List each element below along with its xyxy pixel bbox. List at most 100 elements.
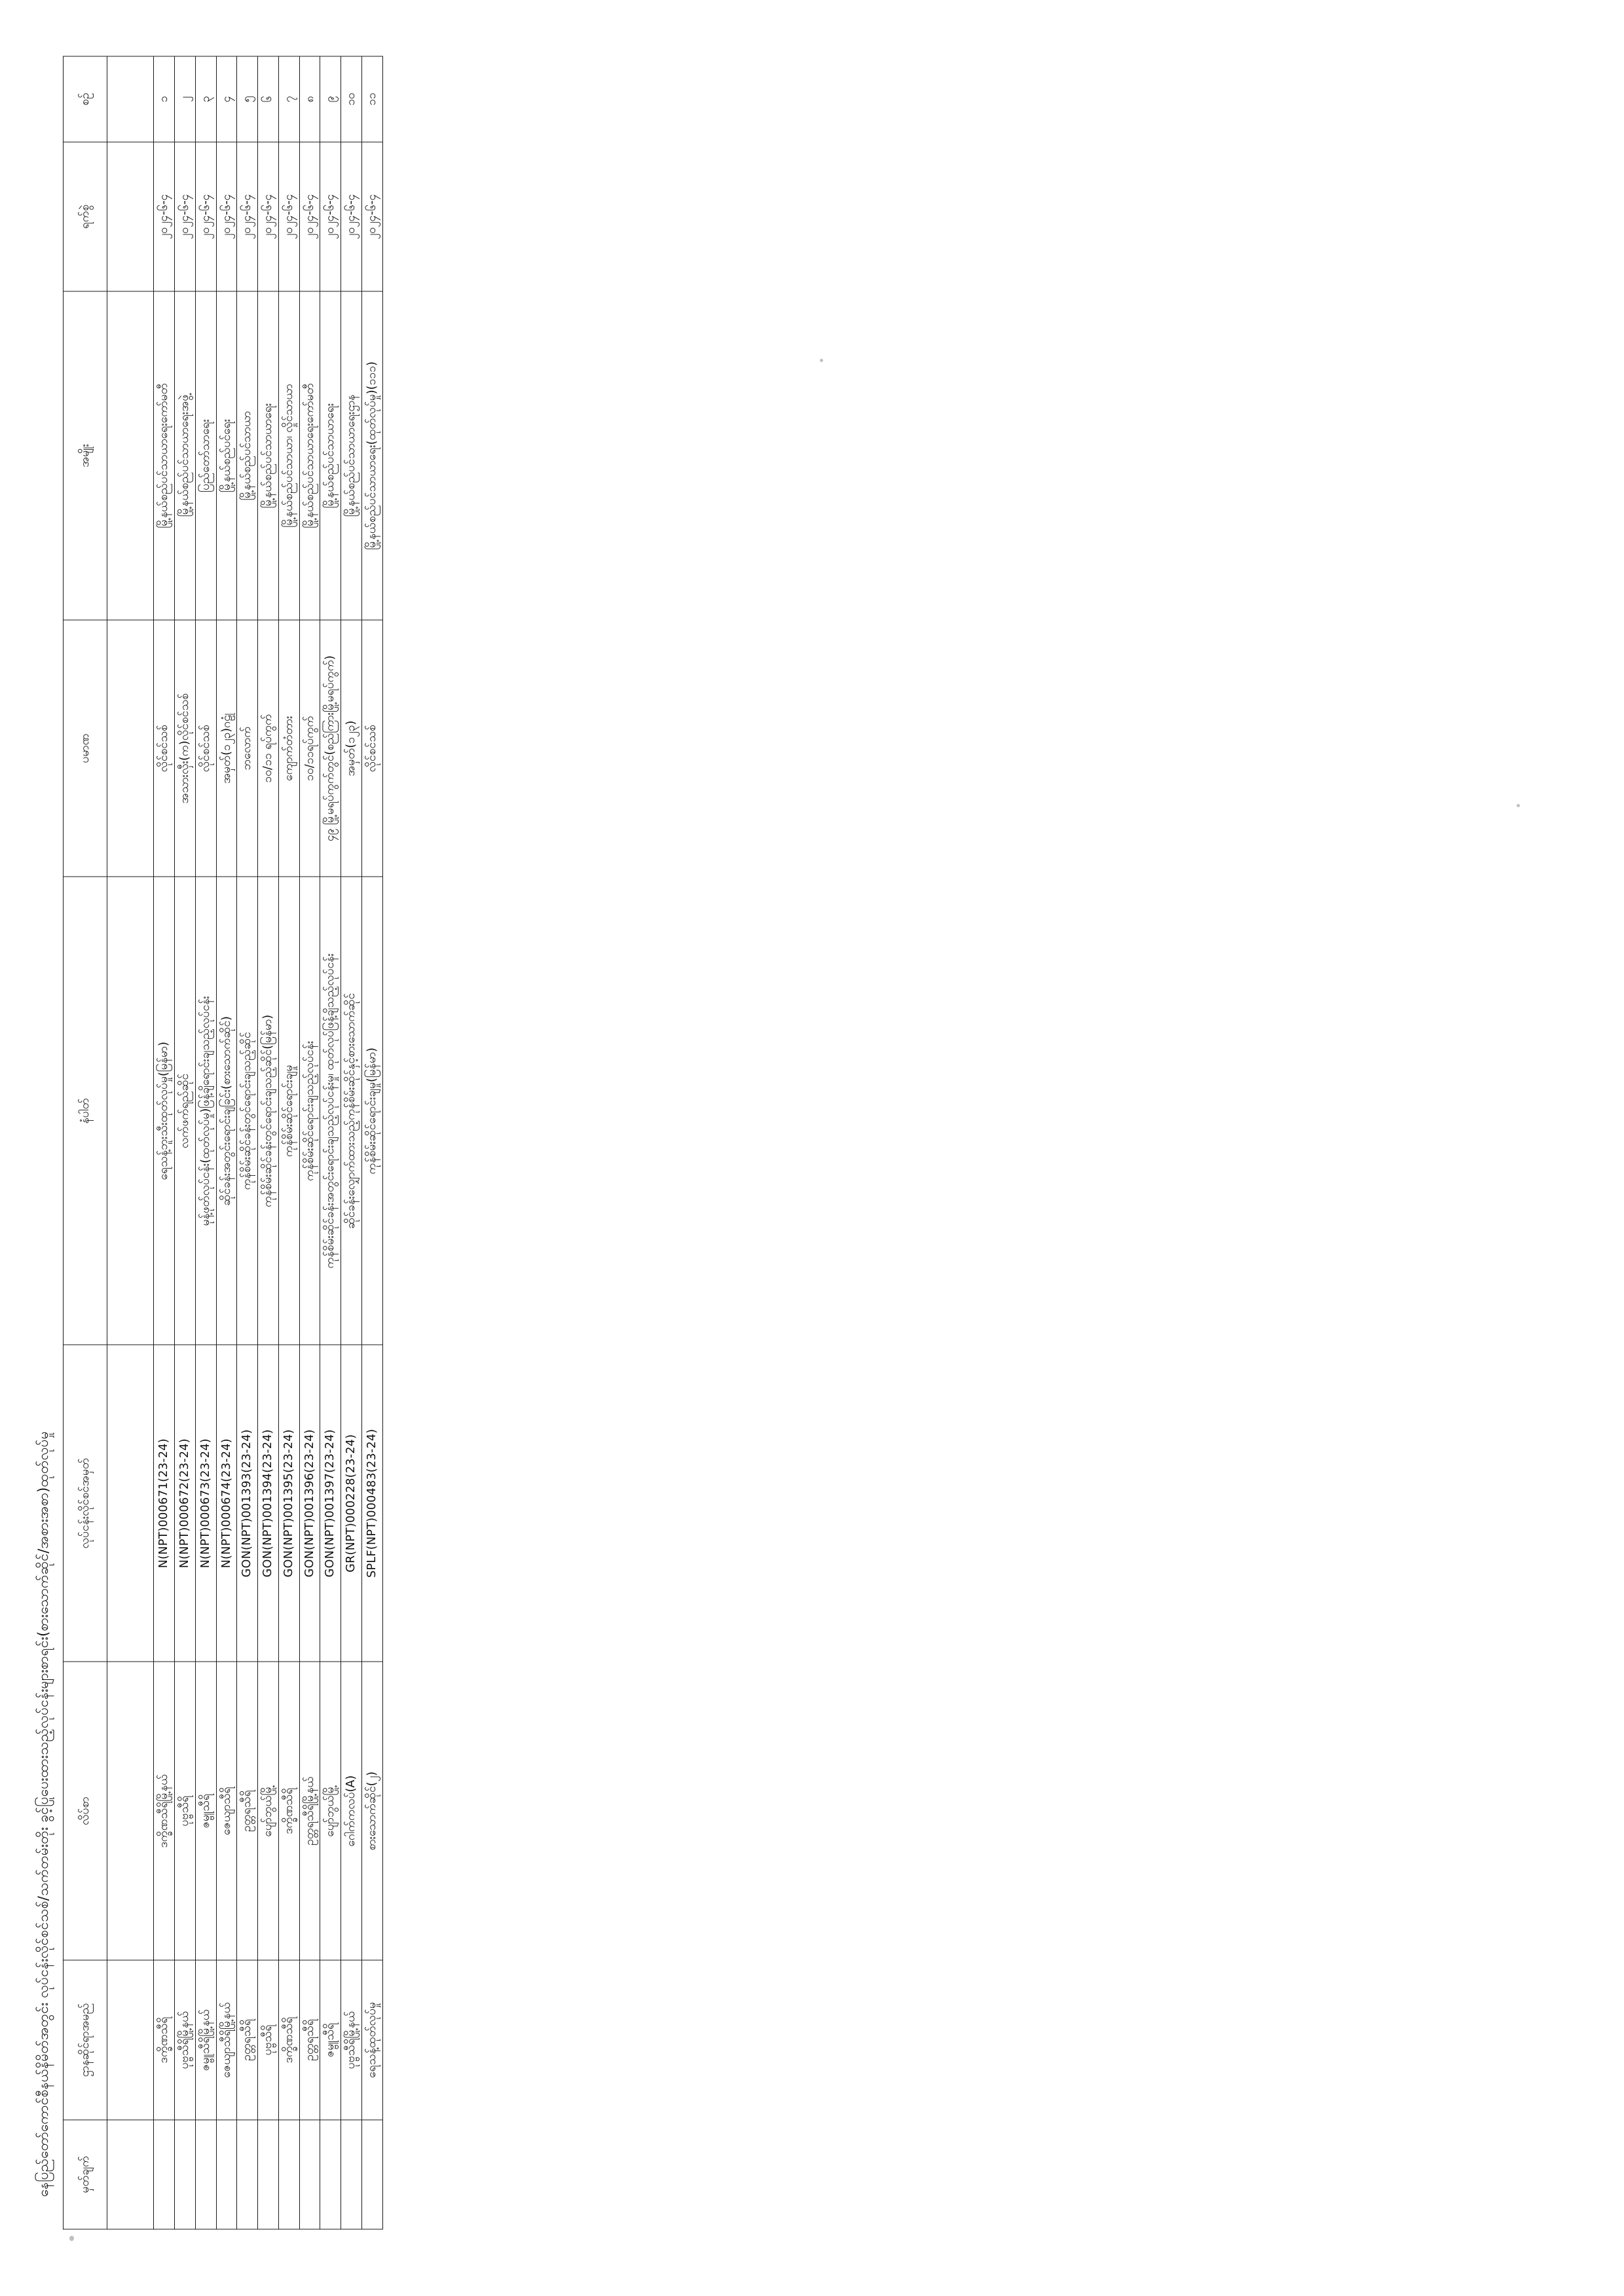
cell-license: N(NPT)000672(23-24) — [174, 1344, 196, 1662]
cell-name: ဆိုင်ခန်းလျှောက်ထားသည့်ကုန်စိမ်းဆိုင်နှင… — [341, 876, 362, 1345]
cell-type: မြို့နယ်စည်ပင်သာယာရေးကော်မတီ — [299, 291, 320, 620]
cell-license: SPLF(NPT)000483(23-24) — [361, 1344, 383, 1662]
cell-serial: ၃ — [195, 56, 217, 142]
cell-date: ၂၀၂၄-၆-၄ — [153, 141, 175, 291]
table-blank-row — [107, 56, 154, 2229]
cell-date: ၂၀၂၄-၆-၄ — [299, 141, 320, 291]
cell-remark — [361, 2119, 383, 2229]
cell-license: GON(NPT)001397(23-24) — [320, 1344, 341, 1662]
cell-type: ပြည်တော်သာရေး — [195, 291, 217, 620]
page-title: နေပြည်တော်ကောင်စီနယ်နိမိတ်အတွင်း လုပ်ငန်… — [35, 1430, 51, 2196]
table-row: ဇမ္ဗူသီရိမြို့နယ် ဇမ္ဗူသီရိ N(NPT)000673(2… — [195, 56, 217, 2229]
cell-remark — [195, 2119, 217, 2229]
blank-cell-remark — [107, 2119, 154, 2229]
cell-name: ကုန်စိမ်းဆိုင်ရောင်းချမှု(မြန်မာ) — [361, 876, 383, 1345]
cell-serial: ၇ — [278, 56, 300, 142]
cell-amount: ၁၀/၁၁ ရပ်ကွက် — [257, 619, 279, 877]
cell-amount: ဘလောက် — [236, 619, 258, 877]
blank-cell-amount — [107, 619, 154, 877]
cell-amount: အသားလှီး(က)လိုင်စင်သစ် — [174, 619, 196, 877]
header-name: နံပါတ် — [63, 876, 107, 1345]
cell-remark — [278, 2119, 300, 2229]
cell-type: မြို့နယ်စည်ပင်သာယာရေး(ထုတ်လုပ်မှု)(၁၁၁) — [361, 291, 383, 620]
cell-amount: လိုင်စင်သစ် — [195, 619, 217, 877]
cell-type: မြို့နယ်စည်ပင်သာယာရေးဌာန — [341, 291, 362, 620]
cell-name: ကုန်စိမ်းဆိုင်ခန်းတွင်ရောင်းချသည့်ဆိုင် — [236, 876, 258, 1345]
cell-license: GON(NPT)001393(23-24) — [236, 1344, 258, 1662]
cell-license: N(NPT)000671(23-24) — [153, 1344, 175, 1662]
cell-date: ၂၀၂၄-၆-၄ — [320, 141, 341, 291]
cell-amount: အမှတ်(၁၂၃)ဂဠုံ — [216, 619, 237, 877]
cell-type: မြို့နယ်စည်ပင်သာယာရေး — [320, 291, 341, 620]
cell-department: ဇမ္ဗူသီရိ — [320, 1959, 341, 2120]
cell-amount: အမှတ်(၁၂၃) — [341, 619, 362, 877]
cell-license: GON(NPT)001396(23-24) — [299, 1344, 320, 1662]
blank-cell-date — [107, 141, 154, 291]
cell-name: ကုန်စိမ်းဆိုင်ခန်းတွင်ရောင်းချသည့်ဆိုင်(… — [257, 876, 279, 1345]
cell-license: N(NPT)000673(23-24) — [195, 1344, 217, 1662]
header-remark: မှတ်ချက် — [63, 2119, 107, 2229]
cell-date: ၂၀၂၄-၆-၄ — [236, 141, 258, 291]
cell-name: ကုန်စိမ်းဆိုင်ခန်းအတွင်းရောင်းချသည့်လုပ်… — [320, 876, 341, 1345]
cell-remark — [299, 2119, 320, 2229]
cell-remark — [153, 2119, 175, 2229]
blank-cell-department — [107, 1959, 154, 2120]
cell-remark — [216, 2119, 237, 2229]
cell-remark — [257, 2119, 279, 2229]
cell-department: ဒက္ခိဏသီရိ — [153, 1959, 175, 2120]
table-row: ပုဗ္ဗသီရိ ပျော်ဘွယ်မြို့ GON(NPT)001394(23… — [257, 56, 279, 2229]
table-row: ဥတ္တရသီရိ ဥတ္တရသီရိ GON(NPT)001393(23-24) က… — [236, 56, 258, 2229]
table-header-row: မှတ်ချက် ဌာနဆိုင်ရာအမည် လိပ်စာ လုပ်ငန်းလ… — [63, 56, 107, 2229]
cell-date: ၂၀၂၄-၆-၄ — [341, 141, 362, 291]
cell-department: ပုဗ္ဗသီရိမြို့နယ် — [174, 1959, 196, 2120]
cell-address: ဇမ္ဗူသီရိ — [195, 1661, 217, 1960]
header-type: အမျိုး — [63, 291, 107, 620]
cell-date: ၂၀၂၄-၆-၄ — [257, 141, 279, 291]
cell-name: ကုန်စိမ်းဆိုင်ရောင်းချမှု — [278, 876, 300, 1345]
cell-amount: ကျောက်တံတား — [278, 619, 300, 877]
cell-address: ဒက္ခိဏသီရိ — [278, 1661, 300, 1960]
cell-license: GR(NPT)000228(23-24) — [341, 1344, 362, 1662]
cell-address: ဂေါက်ကလပ်(A) — [341, 1661, 362, 1960]
table-row: ဇမ္ဗူသီရိ ပျော်ဘွယ်မြို့ GON(NPT)001397(23… — [320, 56, 341, 2229]
cell-name: ကုန်စိမ်းဆိုင်ရောင်းချသည့်လုပ်ငန်း — [299, 876, 320, 1345]
cell-serial: ၁၁ — [361, 56, 383, 142]
cell-amount: လိုင်စင်သစ် — [153, 619, 175, 877]
cell-address: ပျော်ဘွယ်မြို့ — [257, 1661, 279, 1960]
cell-department: ပုဗ္ဗသီရိ — [257, 1959, 279, 2120]
cell-license: GON(NPT)001394(23-24) — [257, 1344, 279, 1662]
blank-cell-address — [107, 1661, 154, 1960]
cell-type: မြို့နယ်စည်ပင်သာယာရေးကော်မတီ — [153, 291, 175, 620]
cell-serial: ၈ — [299, 56, 320, 142]
cell-serial: ၂ — [174, 56, 196, 142]
cell-serial: ၆ — [257, 56, 279, 142]
blank-cell-license — [107, 1344, 154, 1662]
cell-address: ဥတ္တရသီရိမြို့နယ် — [299, 1661, 320, 1960]
scan-speck — [1517, 804, 1520, 807]
cell-type: မြို့နယ်စည်ပင်ရေး — [216, 291, 237, 620]
cell-remark — [320, 2119, 341, 2229]
cell-department: ဥတ္တရသီရိ — [236, 1959, 258, 2120]
cell-amount: လိုင်စင်သစ် — [361, 619, 383, 877]
cell-date: ၂၀၂၄-၆-၄ — [174, 141, 196, 291]
cell-department: ရေသန့်ထုတ်လုပ်မှု — [361, 1959, 383, 2120]
cell-department: ဇေယျာသီရိမြို့နယ် — [216, 1959, 237, 2120]
table-row: ရေသန့်ထုတ်လုပ်မှု စားသောက်ဆိုင်(၂) SPLF(NP… — [361, 56, 383, 2229]
cell-department: ဒက္ခိဏသီရိ — [278, 1959, 300, 2120]
cell-name: ရေသန့်ဘူးသီးထုတ်လုပ်မှု(မြန်မာ) — [153, 876, 175, 1345]
table-row: ဒက္ခိဏသီရိ ဒက္ခိဏသီရိ GON(NPT)001395(23-24… — [278, 56, 300, 2229]
cell-date: ၂၀၂၄-၆-၄ — [216, 141, 237, 291]
header-department: ဌာနဆိုင်ရာအမည် — [63, 1959, 107, 2120]
cell-serial: ၁၀ — [341, 56, 362, 142]
table-row: ဥတ္တရသီရိ ဥတ္တရသီရိမြို့နယ် GON(NPT)001396… — [299, 56, 320, 2229]
cell-type: မြို့နယ်စည်ပင်သာယာရေးအဖွဲ့ — [174, 291, 196, 620]
license-register-table: မှတ်ချက် ဌာနဆိုင်ရာအမည် လိပ်စာ လုပ်ငန်းလ… — [63, 56, 383, 2229]
cell-department: ပုဗ္ဗသီရိမြို့နယ် — [341, 1959, 362, 2120]
cell-department: ဇမ္ဗူသီရိမြို့နယ် — [195, 1959, 217, 2120]
cell-remark — [236, 2119, 258, 2229]
header-amount: ပမာဏ — [63, 619, 107, 877]
header-serial: စဉ် — [63, 56, 107, 142]
cell-address: စားသောက်ဆိုင်(၂) — [361, 1661, 383, 1960]
